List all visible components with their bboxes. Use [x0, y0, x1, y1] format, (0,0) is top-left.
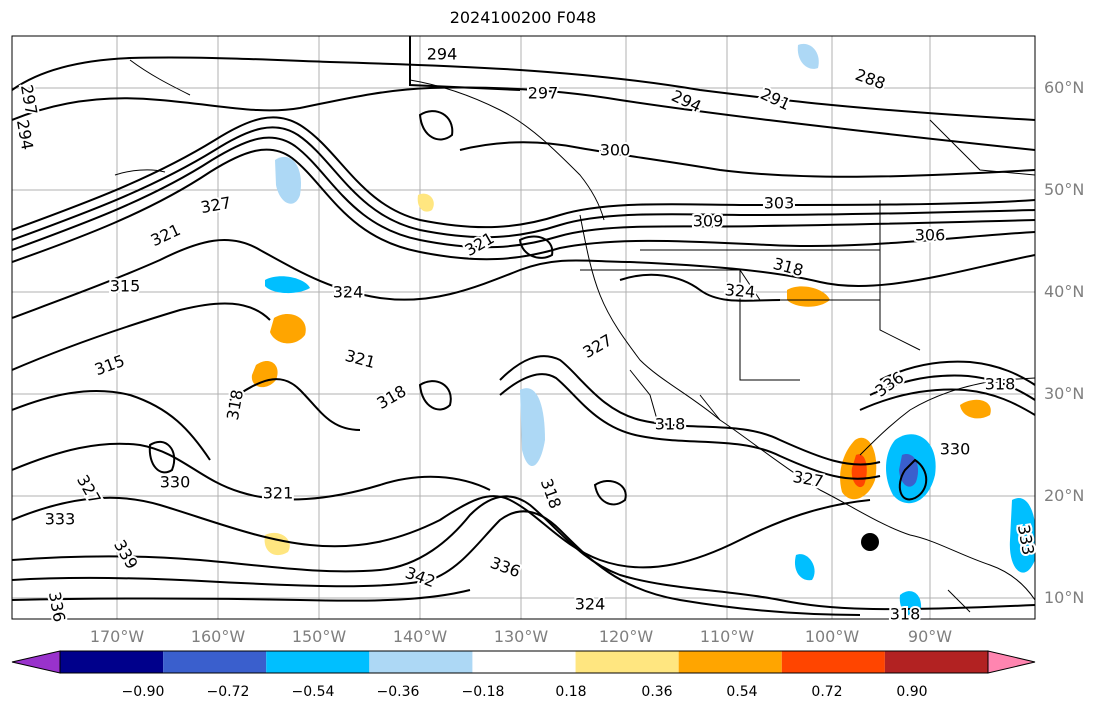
shaded-field-patches	[251, 43, 1035, 617]
contour-label: 339	[110, 537, 142, 573]
colorbar-tick-label: 0.54	[726, 684, 758, 700]
longitude-label: 170°W	[89, 627, 145, 646]
contour-label: 309	[693, 212, 724, 231]
contour-label: 315	[110, 277, 141, 296]
contour-label: 318	[655, 415, 686, 434]
contour-label: 318	[771, 254, 805, 280]
contour-label: 336	[488, 553, 523, 581]
contour-label: 318	[890, 605, 921, 624]
contour-label: 297	[528, 84, 559, 103]
colorbar-segment	[266, 651, 370, 673]
contour-label: 306	[915, 226, 946, 245]
colorbar-segment	[60, 651, 164, 673]
longitude-label: 150°W	[291, 627, 347, 646]
storm-position-dot	[861, 533, 879, 551]
contour-label: 321	[343, 346, 377, 372]
contour-label: 327	[73, 472, 105, 508]
contour-label: 342	[403, 563, 438, 591]
colorbar-tick-label: −0.36	[376, 684, 420, 700]
longitude-label: 110°W	[699, 627, 755, 646]
colorbar-tick-label: 0.90	[896, 684, 928, 700]
contour-label: 315	[92, 351, 127, 379]
height-contours	[12, 36, 1035, 616]
longitude-label: 120°W	[598, 627, 654, 646]
colorbar-segment	[369, 651, 473, 673]
latitude-label: 20°N	[1044, 486, 1085, 505]
latitude-label: 60°N	[1044, 78, 1085, 97]
contour-label: 321	[148, 220, 184, 250]
contour-label: 288	[853, 65, 888, 93]
contour-label: 318	[985, 375, 1016, 394]
colorbar-segment	[163, 651, 267, 673]
colorbar-segment	[678, 651, 782, 673]
contour-label: 291	[758, 84, 794, 114]
contour-label: 327	[199, 193, 232, 217]
contour-label: 321	[462, 228, 498, 260]
colorbar-segment	[884, 651, 988, 673]
contour-label: 330	[940, 440, 971, 459]
contour-label: 318	[537, 476, 565, 511]
map-frame	[11, 35, 1036, 620]
longitude-label: 100°W	[804, 627, 860, 646]
contour-label: 321	[263, 484, 294, 503]
latitude-label: 50°N	[1044, 180, 1085, 199]
contour-label: 318	[374, 381, 410, 413]
contour-label: 297	[17, 83, 41, 116]
colorbar-segment	[472, 651, 576, 673]
contour-label: 303	[764, 194, 795, 213]
longitude-label: 130°W	[493, 627, 549, 646]
colorbar-frame	[59, 650, 989, 674]
contour-label: 300	[600, 141, 631, 160]
colorbar-extend-low	[11, 650, 61, 674]
colorbar-tick-label: 0.36	[641, 684, 673, 700]
contour-label: 324	[724, 280, 756, 302]
colorbar-tick-label: −0.18	[461, 684, 505, 700]
graticule-grid	[12, 36, 1035, 619]
longitude-label: 90°W	[907, 627, 953, 646]
longitude-label: 140°W	[392, 627, 448, 646]
colorbar-tick-label: −0.72	[206, 684, 250, 700]
plot-title: 2024100200 F048	[449, 8, 597, 27]
contour-label: 294	[427, 45, 458, 64]
latitude-label: 10°N	[1044, 588, 1085, 607]
latitude-label: 30°N	[1044, 384, 1085, 403]
colorbar-tick-label: −0.90	[121, 684, 165, 700]
contour-label: 330	[160, 473, 191, 492]
contour-label: 327	[791, 467, 824, 491]
longitude-label: 160°W	[190, 627, 246, 646]
contour-label: 294	[13, 118, 37, 151]
colorbar-extend-high	[987, 650, 1036, 674]
contour-label: 324	[575, 595, 606, 614]
contour-label: 324	[333, 283, 364, 302]
colorbar-tick-label: −0.54	[291, 684, 335, 700]
colorbar-tick-label: 0.18	[555, 684, 587, 700]
latitude-label: 40°N	[1044, 282, 1085, 301]
colorbar-segment	[781, 651, 885, 673]
colorbar-tick-label: 0.72	[811, 684, 843, 700]
colorbar-segment	[575, 651, 679, 673]
contour-label: 333	[45, 510, 76, 529]
contour-label: 336	[45, 590, 69, 623]
contour-label: 327	[580, 330, 616, 362]
coastlines	[114, 36, 1035, 613]
colorbar	[11, 650, 1036, 674]
contour-label: 318	[223, 388, 247, 421]
